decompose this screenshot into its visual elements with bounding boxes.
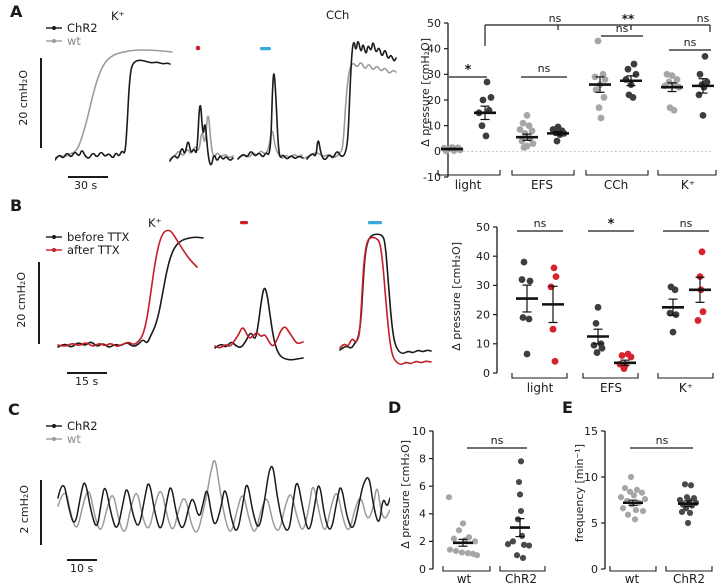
- svg-text:40: 40: [476, 250, 490, 263]
- legend-item-after-ttx: after TTX: [46, 244, 129, 256]
- svg-text:30: 30: [427, 68, 441, 81]
- legend-label: wt: [67, 432, 81, 446]
- pressure-scalebar-label: 20 cmH₂O: [15, 272, 28, 328]
- panel-e-scatter-plot: 15 10 5 0 wt ChR2 ns: [584, 425, 713, 585]
- pressure-scalebar: [38, 262, 40, 344]
- svg-text:wt: wt: [625, 572, 640, 585]
- light-stimulus-dash: [368, 221, 382, 225]
- light-stimulus-dash: [260, 47, 271, 51]
- svg-text:10: 10: [412, 425, 426, 438]
- svg-text:10: 10: [427, 119, 441, 132]
- svg-text:0: 0: [419, 563, 426, 576]
- line-dot-marker-icon: [46, 235, 62, 239]
- svg-text:ns: ns: [491, 434, 504, 447]
- svg-text:*: *: [608, 217, 615, 232]
- svg-text:20: 20: [476, 308, 490, 321]
- kplus-condition-label: K⁺: [111, 9, 125, 23]
- svg-text:0: 0: [434, 145, 441, 158]
- svg-text:light: light: [455, 178, 482, 192]
- svg-text:EFS: EFS: [531, 178, 553, 192]
- svg-text:-10: -10: [423, 171, 441, 184]
- svg-text:CCh: CCh: [604, 178, 628, 192]
- svg-text:K⁺: K⁺: [681, 178, 695, 192]
- svg-text:ns: ns: [697, 12, 710, 25]
- svg-text:wt: wt: [457, 572, 472, 585]
- svg-text:4: 4: [419, 508, 426, 521]
- svg-text:K⁺: K⁺: [679, 381, 693, 395]
- svg-text:10: 10: [476, 338, 490, 351]
- legend-item-wt: wt: [46, 433, 98, 445]
- svg-text:0: 0: [591, 563, 598, 576]
- svg-text:6: 6: [419, 480, 426, 493]
- panel-a-legend: ChR2 wt: [46, 22, 98, 47]
- svg-text:10: 10: [584, 471, 598, 484]
- pressure-scalebar-label: 2 cmH₂O: [18, 485, 31, 534]
- legend-label: before TTX: [67, 230, 130, 244]
- panel-b-traces-plot: [57, 221, 432, 366]
- svg-text:8: 8: [419, 452, 426, 465]
- panel-c-label: C: [8, 400, 20, 419]
- panel-d-label: D: [388, 398, 402, 417]
- light-stimulus-dot: [195, 45, 201, 51]
- legend-item-before-ttx: before TTX: [46, 231, 129, 243]
- pressure-scalebar: [40, 58, 42, 148]
- svg-text:**: **: [622, 12, 635, 26]
- svg-text:EFS: EFS: [600, 381, 622, 395]
- panel-b-scatter-plot: 50 40 30 20 10 0 light EFS K⁺ ns * ns: [476, 217, 714, 395]
- line-dot-marker-icon: [46, 424, 62, 428]
- line-dot-marker-icon: [46, 39, 62, 43]
- legend-item-wt: wt: [46, 35, 98, 47]
- kplus-condition-label: K⁺: [148, 216, 162, 230]
- svg-text:40: 40: [427, 42, 441, 55]
- svg-text:15: 15: [584, 425, 598, 438]
- svg-text:30: 30: [476, 279, 490, 292]
- panel-a-label: A: [10, 2, 23, 21]
- pressure-scalebar: [40, 480, 42, 545]
- svg-text:ns: ns: [656, 434, 669, 447]
- time-scalebar: [68, 176, 108, 178]
- svg-text:0: 0: [483, 367, 490, 380]
- svg-text:2: 2: [419, 535, 426, 548]
- panel-b-label: B: [10, 196, 23, 215]
- legend-item-chr2: ChR2: [46, 22, 98, 34]
- panel-c-legend: ChR2 wt: [46, 420, 98, 445]
- legend-label: wt: [67, 34, 81, 48]
- panel-e-label: E: [562, 398, 573, 417]
- efs-stimulus-dash: [240, 221, 248, 225]
- svg-text:*: *: [465, 63, 472, 78]
- svg-text:light: light: [527, 381, 554, 395]
- pressure-scalebar-label: 20 cmH₂O: [17, 70, 30, 126]
- svg-text:50: 50: [476, 221, 490, 234]
- svg-text:ns: ns: [616, 22, 629, 35]
- line-dot-marker-icon: [46, 437, 62, 441]
- svg-text:50: 50: [427, 17, 441, 30]
- legend-label: ChR2: [67, 419, 98, 433]
- svg-text:ChR2: ChR2: [505, 572, 537, 585]
- time-scalebar-label: 15 s: [75, 375, 99, 388]
- time-scalebar-label: 10 s: [70, 562, 94, 575]
- line-dot-marker-icon: [46, 248, 62, 252]
- svg-text:ChR2: ChR2: [673, 572, 705, 585]
- line-dot-marker-icon: [46, 26, 62, 30]
- panel-c-traces-plot: [57, 459, 390, 533]
- time-scalebar: [67, 372, 107, 374]
- cch-condition-label: CCh: [326, 8, 350, 22]
- legend-item-chr2: ChR2: [46, 420, 98, 432]
- svg-text:5: 5: [591, 517, 598, 530]
- svg-text:ns: ns: [534, 217, 547, 230]
- legend-label: after TTX: [67, 243, 120, 257]
- svg-text:ns: ns: [680, 217, 693, 230]
- panel-d-scatter-plot: 10 8 6 4 2 0 wt ChR2 ns: [412, 425, 546, 585]
- panel-b-legend: before TTX after TTX: [46, 231, 129, 256]
- svg-text:ns: ns: [538, 62, 551, 75]
- svg-text:ns: ns: [549, 12, 562, 25]
- time-scalebar: [67, 559, 97, 561]
- svg-text:20: 20: [427, 94, 441, 107]
- svg-text:ns: ns: [684, 36, 697, 49]
- legend-label: ChR2: [67, 21, 98, 35]
- panel-a-traces-plot: [55, 40, 397, 166]
- time-scalebar-label: 30 s: [74, 179, 98, 192]
